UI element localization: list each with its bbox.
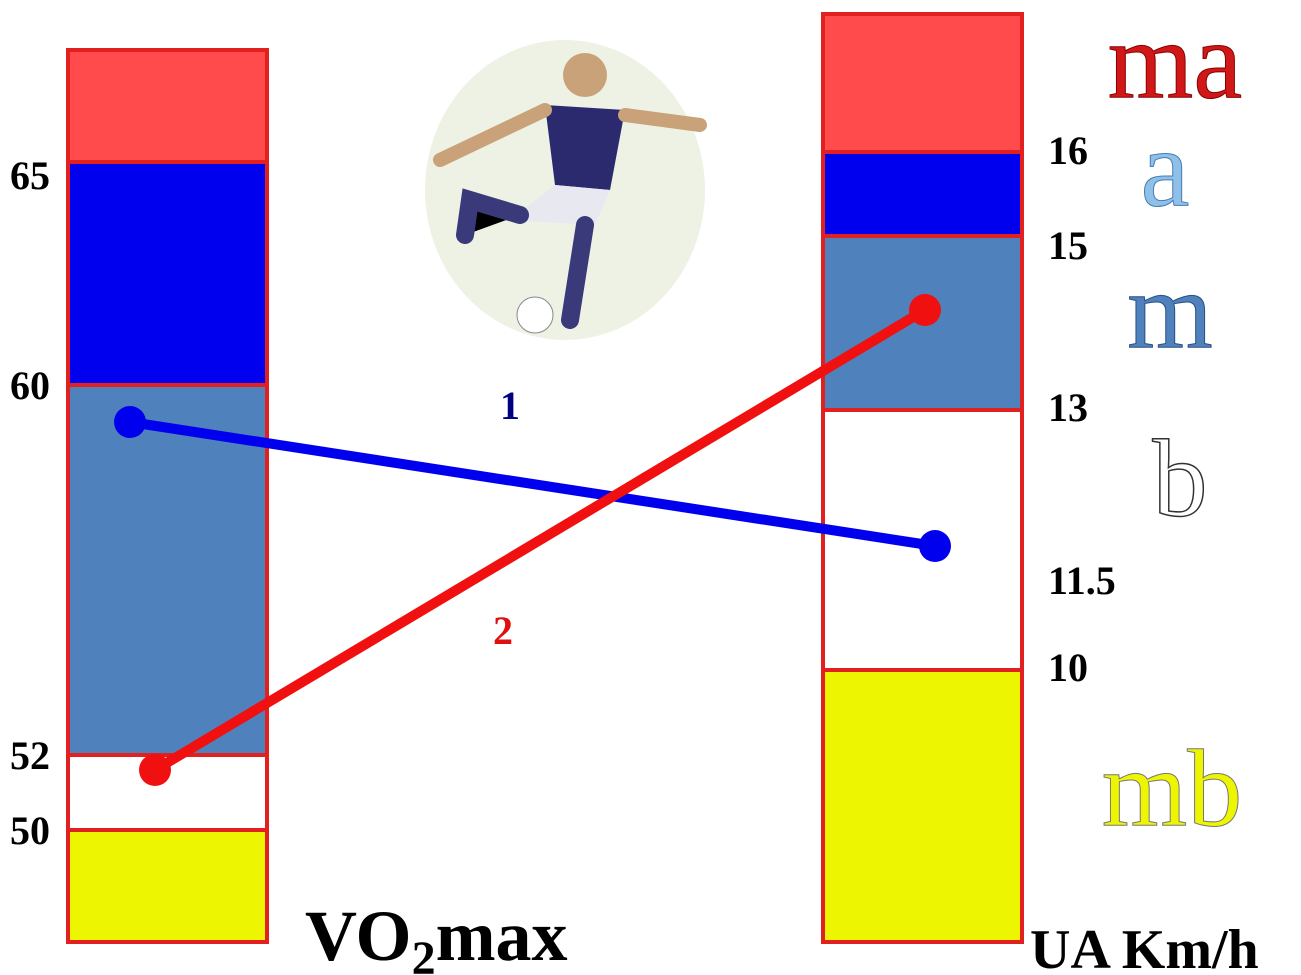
line-label: 2 <box>493 608 513 653</box>
zone-segment <box>66 160 269 387</box>
zone-segment <box>821 150 1024 238</box>
line-label: 1 <box>500 383 520 428</box>
zone-segment <box>821 668 1024 944</box>
zone-segment <box>66 48 269 164</box>
player-image <box>425 40 707 340</box>
right-bar <box>821 12 1024 944</box>
point <box>909 294 941 326</box>
point <box>139 754 171 786</box>
zone-label: a <box>1141 107 1190 229</box>
title-main: VO <box>305 896 412 975</box>
title-suffix: max <box>436 896 568 975</box>
left-tick-label: 50 <box>10 808 50 853</box>
legs <box>456 188 594 329</box>
right-tick-label: 11.5 <box>1048 558 1116 603</box>
point <box>114 406 146 438</box>
zone-segment <box>821 12 1024 154</box>
shorts <box>510 185 610 225</box>
zone-label: b <box>1153 417 1208 539</box>
right-tick-label: 13 <box>1048 385 1088 430</box>
title-subscript: 2 <box>412 932 436 975</box>
zone-segment <box>66 383 269 757</box>
zone-segment <box>66 828 269 944</box>
right-tick-label: 16 <box>1048 128 1088 173</box>
ball <box>516 296 554 334</box>
left-tick-label: 60 <box>10 363 50 408</box>
shirt <box>545 105 625 190</box>
line-2 <box>152 305 928 775</box>
head <box>563 53 607 97</box>
zone-label: ma <box>1108 0 1242 121</box>
line-1 <box>129 417 936 551</box>
right-tick-label: 15 <box>1048 223 1088 268</box>
zone-label: mb <box>1102 727 1243 849</box>
left-tick-label: 65 <box>10 153 50 198</box>
arms <box>433 103 707 167</box>
right-tick-label: 10 <box>1048 645 1088 690</box>
left-axis-title: VO2max <box>305 896 568 975</box>
left-bar <box>66 48 269 944</box>
left-tick-label: 52 <box>10 733 50 778</box>
point <box>919 530 951 562</box>
zone-label: m <box>1127 249 1213 371</box>
right-axis-title: UA Km/h <box>1030 919 1259 975</box>
